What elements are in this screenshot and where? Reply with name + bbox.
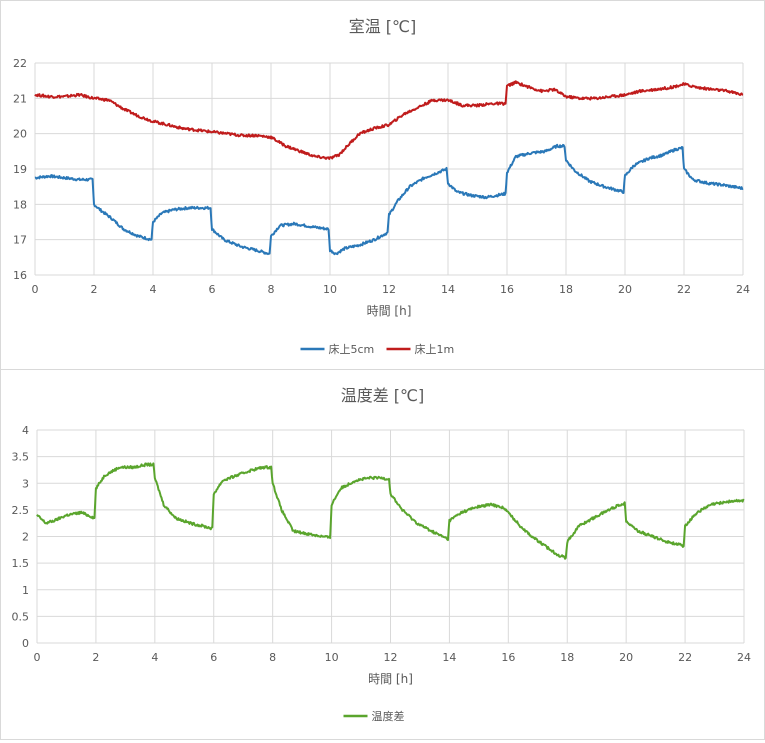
x-tick-label: 24 — [737, 651, 751, 664]
series-line-1 — [34, 143, 744, 256]
chart-panel-room-temperature: 室温 [℃] 16 17 18 19 20 21 22 0 2 4 6 8 10 12 14 16 18 20 22 2… — [0, 0, 765, 370]
y-tick-label: 20 — [13, 128, 27, 141]
x-tick-label: 24 — [736, 283, 750, 296]
y-tick-label: 2.5 — [12, 504, 30, 517]
x-tick-label: 20 — [619, 651, 633, 664]
y-tick-label: 19 — [13, 163, 27, 176]
x-tick-label: 6 — [210, 651, 217, 664]
y-tick-label: 3 — [22, 477, 29, 490]
x-tick-label: 0 — [32, 283, 39, 296]
x-tick-label: 22 — [678, 651, 692, 664]
x-tick-label: 10 — [325, 651, 339, 664]
x-tick-label: 8 — [268, 283, 275, 296]
x-tick-label: 18 — [559, 283, 573, 296]
y-tick-label: 17 — [13, 234, 27, 247]
x-tick-label: 14 — [442, 651, 456, 664]
x-tick-label: 16 — [501, 651, 515, 664]
y-tick-label: 3.5 — [12, 451, 30, 464]
x-tick-label: 14 — [441, 283, 455, 296]
x-tick-label: 6 — [209, 283, 216, 296]
x-tick-label: 4 — [151, 651, 158, 664]
y-tick-label: 21 — [13, 92, 27, 105]
y-tick-label: 22 — [13, 57, 27, 70]
chart-panel-temperature-difference: 温度差 [℃] 0 0.5 1 1.5 2 2.5 3 3.5 4 0 2 4 6 8 10 12 14 16 18 2… — [0, 369, 765, 740]
series-line-1 — [36, 462, 745, 560]
x-tick-label: 2 — [92, 651, 99, 664]
x-tick-label: 10 — [323, 283, 337, 296]
y-tick-label: 1 — [22, 584, 29, 597]
x-tick-label: 12 — [382, 283, 396, 296]
legend-label: 床上5cm — [329, 342, 375, 356]
x-tick-label: 12 — [384, 651, 398, 664]
y-tick-label: 16 — [13, 269, 27, 282]
x-tick-label: 4 — [150, 283, 157, 296]
y-tick-label: 2 — [22, 531, 29, 544]
y-tick-label: 0 — [22, 637, 29, 650]
x-axis-label: 時間 [h] — [367, 304, 412, 318]
x-axis-label: 時間 [h] — [368, 672, 413, 686]
x-tick-label: 16 — [500, 283, 514, 296]
temperature-difference-chart: 温度差 [℃]00.511.522.533.540 2 4 6 8 10 12 14 16 18 2… — [12, 386, 752, 723]
series-line-2 — [34, 80, 744, 160]
legend-label: 温度差 — [372, 709, 405, 723]
x-tick-label: 18 — [560, 651, 574, 664]
x-tick-label: 8 — [269, 651, 276, 664]
y-tick-label: 18 — [13, 198, 27, 211]
chart-title: 温度差 [℃] — [341, 386, 425, 405]
x-tick-label: 2 — [91, 283, 98, 296]
x-tick-label: 22 — [677, 283, 691, 296]
y-tick-label: 4 — [22, 424, 29, 437]
x-tick-label: 20 — [618, 283, 632, 296]
legend-label: 床上1m — [415, 342, 455, 356]
y-tick-label: 0.5 — [12, 610, 30, 623]
x-tick-label: 0 — [34, 651, 41, 664]
y-tick-label: 1.5 — [12, 557, 30, 570]
chart-title: 室温 [℃] — [349, 17, 417, 36]
